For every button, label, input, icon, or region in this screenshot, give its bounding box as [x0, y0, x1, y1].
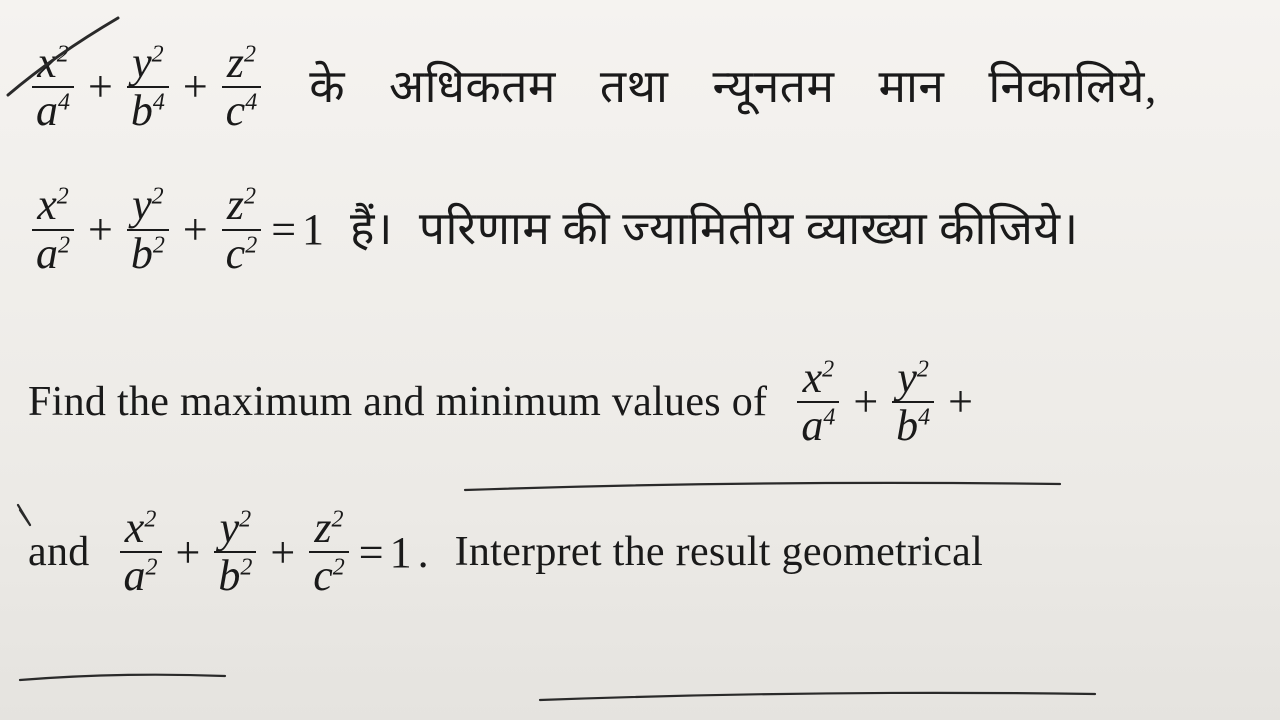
hindi-text: के	[309, 55, 345, 119]
plus-op: +	[270, 522, 295, 584]
plus-op: +	[853, 371, 878, 433]
hindi-text: हैं।	[350, 197, 393, 261]
fraction-x2-a2: x2 a2	[32, 182, 74, 276]
hindi-text: अधिकतम	[389, 55, 556, 119]
hindi-text: परिणाम की ज्यामितीय व्याख्या कीजिये।	[419, 197, 1079, 261]
hindi-text: न्यूनतम	[712, 55, 834, 119]
line-3: Find the maximum and minimum values of x…	[28, 355, 1252, 449]
equals: =	[271, 199, 296, 261]
rhs-one: 1	[390, 522, 412, 584]
plus-op: +	[88, 199, 113, 261]
equals: =	[359, 522, 384, 584]
fraction-z2-c2: z2 c2	[309, 505, 349, 599]
fraction-z2-c4: z2 c4	[222, 40, 262, 134]
period: .	[418, 522, 429, 584]
english-text: Find the maximum and minimum values of	[28, 373, 767, 432]
english-text: and	[28, 523, 90, 582]
fraction-y2-b2: y2 b2	[127, 182, 169, 276]
hindi-text: मान	[878, 55, 944, 119]
fraction-y2-b4: y2 b4	[127, 40, 169, 134]
plus-op: +	[183, 56, 208, 118]
plus-op: +	[948, 371, 973, 433]
plus-op: +	[183, 199, 208, 261]
fraction-z2-c2: z2 c2	[222, 182, 262, 276]
plus-op: +	[176, 522, 201, 584]
fraction-x2-a2: x2 a2	[120, 505, 162, 599]
fraction-x2-a4: x2 a4	[32, 40, 74, 134]
hindi-text: तथा	[600, 55, 669, 119]
underline-mark-icon	[540, 693, 1095, 700]
fraction-x2-a4: x2 a4	[797, 355, 839, 449]
line-1: x2 a4 + y2 b4 + z2 c4 के अधिकतम तथा न्यू…	[28, 40, 1252, 134]
underline-mark-icon	[20, 675, 225, 680]
line-4: and x2 a2 + y2 b2 + z2 c2 = 1 . Interpre…	[28, 505, 1252, 599]
line-2: x2 a2 + y2 b2 + z2 c2 = 1 हैं। परिणाम की…	[28, 182, 1252, 276]
page-content: x2 a4 + y2 b4 + z2 c4 के अधिकतम तथा न्यू…	[0, 0, 1280, 600]
rhs-one: 1	[302, 199, 324, 261]
fraction-y2-b2: y2 b2	[214, 505, 256, 599]
english-text: Interpret the result geometrical	[455, 523, 984, 582]
hindi-text: निकालिये,	[988, 55, 1156, 119]
fraction-y2-b4: y2 b4	[892, 355, 934, 449]
plus-op: +	[88, 56, 113, 118]
